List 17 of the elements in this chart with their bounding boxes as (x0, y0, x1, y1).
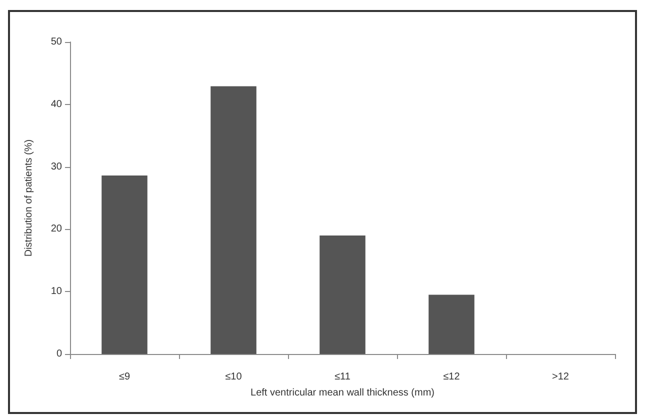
y-tick-label: 0 (56, 348, 62, 360)
x-axis-title: Left ventricular mean wall thickness (mm) (250, 388, 434, 398)
y-axis-title: Distribution of patients (%) (24, 139, 34, 257)
bar (102, 176, 148, 354)
y-tick-label: 20 (50, 224, 62, 235)
y-tick-label: 30 (50, 161, 62, 172)
y-tick-label: 40 (50, 98, 62, 110)
x-tick-label: ≤11 (334, 372, 351, 382)
x-tick-label: ≤9 (118, 372, 130, 382)
x-tick-label: ≤10 (225, 372, 242, 382)
bar (428, 294, 474, 354)
y-tick-label: 10 (50, 286, 62, 298)
x-tick-label: ≤12 (443, 372, 460, 382)
x-tick-label: >12 (552, 372, 570, 382)
bar (320, 235, 366, 354)
y-tick-label: 50 (50, 36, 62, 48)
bar (210, 86, 256, 354)
